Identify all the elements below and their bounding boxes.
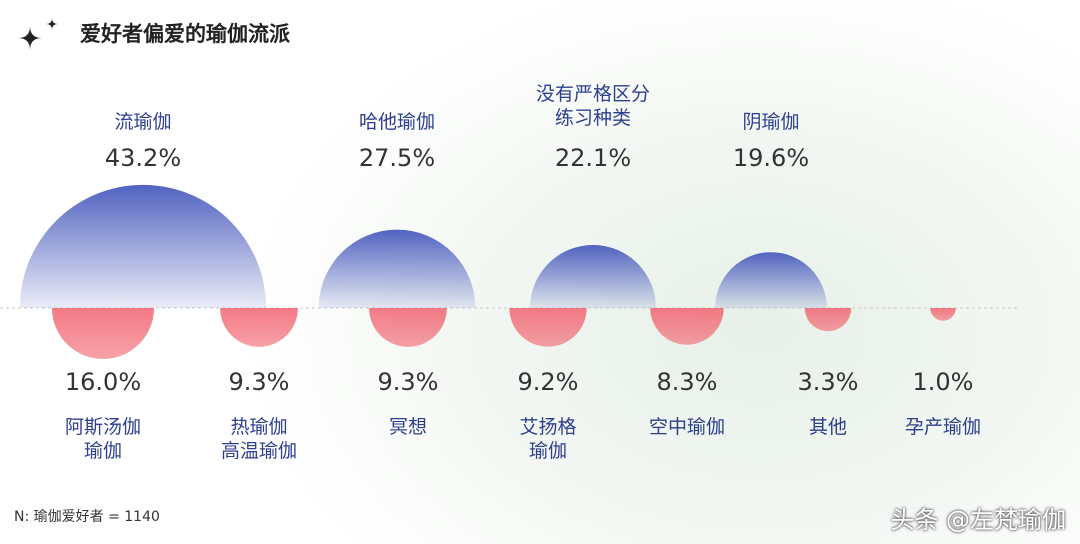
lower-semicircle [509, 308, 587, 347]
value-label: 43.2% [104, 144, 182, 172]
category-label: 冥想 [388, 416, 428, 438]
value-label: 9.2% [517, 368, 579, 396]
category-label: 空中瑜伽 [648, 416, 726, 438]
sample-note: N: 瑜伽爱好者 = 1140 [14, 509, 160, 525]
category-label: 哈他瑜伽 [358, 111, 436, 133]
value-label: 9.3% [228, 368, 290, 396]
category-label: 艾扬格 瑜伽 [519, 416, 577, 462]
category-label: 孕产瑜伽 [904, 416, 982, 438]
lower-semicircle [369, 308, 447, 347]
upper-semicircle [19, 184, 267, 308]
category-label: 阴瑜伽 [742, 111, 800, 133]
value-label: 1.0% [912, 368, 974, 396]
value-label: 27.5% [358, 144, 436, 172]
chart-title: 爱好者偏爱的瑜伽流派 [80, 22, 290, 46]
value-label: 19.6% [732, 144, 810, 172]
value-label: 9.3% [377, 368, 439, 396]
upper-semicircle [530, 245, 656, 308]
category-label: 流瑜伽 [114, 111, 172, 133]
lower-semicircle [930, 308, 956, 321]
category-label: 阿斯汤伽 瑜伽 [64, 416, 142, 462]
lower-semicircle [52, 308, 154, 359]
sparkle-icon [18, 18, 58, 50]
value-label: 3.3% [797, 368, 859, 396]
value-label: 16.0% [64, 368, 142, 396]
value-label: 22.1% [554, 144, 632, 172]
upper-semicircle [318, 229, 476, 308]
lower-semicircle [804, 308, 852, 332]
category-label: 没有严格区分 练习种类 [535, 83, 651, 129]
category-label: 其他 [808, 416, 848, 438]
value-label: 8.3% [656, 368, 718, 396]
category-label: 热瑜伽 高温瑜伽 [220, 416, 298, 462]
lower-semicircle [650, 308, 724, 345]
watermark: 头条 @左梵瑜伽 [890, 506, 1066, 534]
lower-semicircle [220, 308, 298, 347]
upper-semicircle [715, 252, 827, 308]
